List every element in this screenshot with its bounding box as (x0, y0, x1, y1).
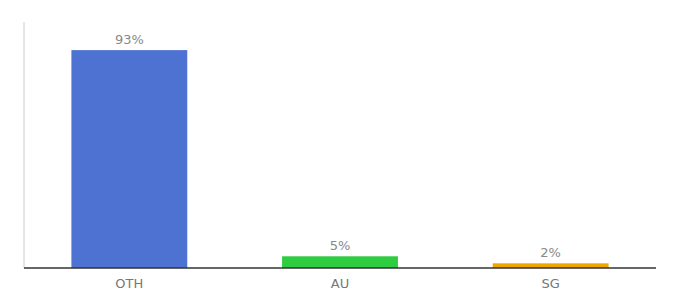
chart-svg: 93% 5% 2% OTH AU SG (0, 0, 680, 300)
x-tick-label: OTH (115, 276, 143, 291)
chart-container: 93% 5% 2% OTH AU SG (0, 0, 680, 300)
bar (71, 50, 187, 268)
x-tick-label: AU (331, 276, 349, 291)
data-label: 2% (540, 245, 561, 260)
y-axis-line (24, 22, 25, 268)
data-label: 5% (330, 238, 351, 253)
data-label: 93% (115, 32, 144, 47)
x-tick-label: SG (542, 276, 560, 291)
bars (71, 50, 608, 268)
bar (282, 256, 398, 268)
x-axis-line (24, 267, 656, 269)
